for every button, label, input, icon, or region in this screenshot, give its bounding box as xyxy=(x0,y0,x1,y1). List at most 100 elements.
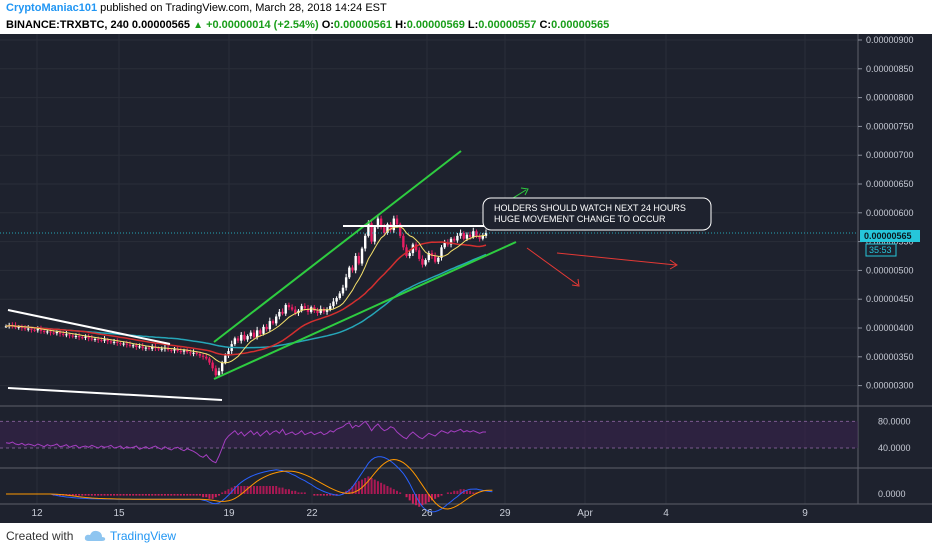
candle-body xyxy=(192,352,195,354)
macd-histogram-bar xyxy=(106,494,109,496)
annotation-box xyxy=(482,197,712,231)
macd-histogram-bar xyxy=(94,494,97,496)
candle-body xyxy=(179,351,183,353)
candle-body xyxy=(208,358,211,363)
time-tick-label: 19 xyxy=(223,508,235,519)
candle-body xyxy=(395,218,399,225)
macd-histogram-bar xyxy=(198,494,201,496)
macd-histogram-bar xyxy=(405,494,408,498)
candle-body xyxy=(246,336,249,340)
candle-body xyxy=(322,308,326,312)
macd-histogram-bar xyxy=(151,494,154,496)
macd-histogram-bar xyxy=(284,489,287,494)
author-link[interactable]: CryptoManiac101 xyxy=(6,2,98,14)
candle-body xyxy=(74,336,78,338)
price-tick-label: 0.00000600 xyxy=(866,208,914,218)
candle-body xyxy=(453,238,456,241)
candle-body xyxy=(147,347,151,349)
candle-body xyxy=(160,348,163,350)
candle-body xyxy=(421,258,424,265)
rsi-tick-label: 40.0000 xyxy=(878,443,911,453)
candle-body xyxy=(77,336,81,338)
candle-body xyxy=(135,345,138,348)
candle-body xyxy=(351,267,354,271)
annotation-line-1: HOLDERS SHOULD WATCH NEXT 24 HOURS xyxy=(494,203,686,213)
macd-histogram-bar xyxy=(240,486,243,494)
candle-body xyxy=(185,350,189,353)
candle-body xyxy=(354,256,357,271)
price-tags: 0.00000565 35:53 xyxy=(860,230,920,257)
candle-body xyxy=(96,338,100,341)
time-tick-label: 9 xyxy=(802,508,808,519)
candle-body xyxy=(58,332,62,334)
candle-body xyxy=(81,337,84,339)
macd-histogram-bar xyxy=(256,486,259,494)
macd-histogram-bar xyxy=(275,486,278,494)
chart-area[interactable]: 0.00000900 0.00000850 0.00000800 0.00000750… xyxy=(0,34,932,523)
candle-body xyxy=(141,346,144,349)
macd-histogram-bar xyxy=(109,494,112,496)
time-tick-label: Apr xyxy=(577,508,593,519)
candle-body xyxy=(278,311,281,317)
white-trendline-upper xyxy=(7,309,171,345)
created-with-label: Created with xyxy=(6,529,74,543)
macd-histogram-bar xyxy=(434,494,437,499)
macd-histogram-bar xyxy=(55,494,58,496)
candle-body xyxy=(274,316,278,324)
macd-histogram-bar xyxy=(167,494,170,496)
candle-body xyxy=(341,287,345,294)
candle-body xyxy=(357,256,361,264)
macd-histogram-bar xyxy=(262,486,265,494)
macd-histogram-bar xyxy=(351,486,354,494)
macd-histogram-bar xyxy=(392,489,395,494)
rsi-band xyxy=(0,421,858,448)
candle-body xyxy=(325,309,329,312)
candle-body xyxy=(36,329,39,331)
cloud-icon xyxy=(84,530,106,541)
candle-body xyxy=(240,334,243,341)
tradingview-logo-text[interactable]: TradingView xyxy=(110,529,177,543)
price-tick-label: 0.00000750 xyxy=(866,121,914,131)
candle-body xyxy=(65,334,68,336)
macd-histogram-bar xyxy=(192,494,195,496)
time-tick-label: 22 xyxy=(306,508,318,519)
macd-histogram-bar xyxy=(243,486,246,494)
candle-body xyxy=(27,328,30,330)
macd-line xyxy=(6,456,493,513)
candle-body xyxy=(33,329,36,331)
candle-body xyxy=(268,321,272,330)
symbol-label: BINANCE:TRXBTC, 240 xyxy=(6,19,129,31)
macd-histogram-bar xyxy=(74,494,77,496)
candle-body xyxy=(332,301,335,307)
macd-histogram-bar xyxy=(122,494,125,496)
candle-body xyxy=(303,306,307,309)
macd-histogram-bar xyxy=(202,494,205,498)
macd-histogram-bar xyxy=(380,482,383,494)
macd-histogram-bar xyxy=(287,489,290,494)
macd-histogram-bar xyxy=(183,494,186,496)
macd-histogram-bar xyxy=(195,494,198,496)
macd-histogram-bar xyxy=(424,494,427,504)
candle-body xyxy=(472,231,475,237)
price-axis[interactable]: 0.00000900 0.00000850 0.00000800 0.00000750… xyxy=(858,35,914,499)
candle-body xyxy=(87,336,90,339)
macd-histogram-bar xyxy=(84,494,87,496)
macd-histogram-bar xyxy=(173,494,176,496)
price-tick-label: 0.00000700 xyxy=(866,150,914,160)
candle-body xyxy=(459,232,462,236)
macd-histogram-bar xyxy=(252,486,255,494)
macd-histogram-bar xyxy=(135,494,138,496)
candle-body xyxy=(170,349,173,351)
macd-histogram-bar xyxy=(237,486,240,494)
macd-histogram-bar xyxy=(472,492,475,494)
price-value: 0.00000565 xyxy=(131,19,191,31)
candle-body xyxy=(220,362,224,372)
time-axis[interactable]: 12 15 19 22 26 29 Apr 4 9 xyxy=(31,508,808,519)
candle-body xyxy=(128,344,132,346)
red-arrow-1 xyxy=(526,247,579,286)
candle-body xyxy=(205,356,208,359)
candle-body xyxy=(236,338,240,341)
macd-histogram-bar xyxy=(233,486,236,494)
red-arrowhead-1 xyxy=(571,278,580,287)
candle-body xyxy=(338,293,341,299)
